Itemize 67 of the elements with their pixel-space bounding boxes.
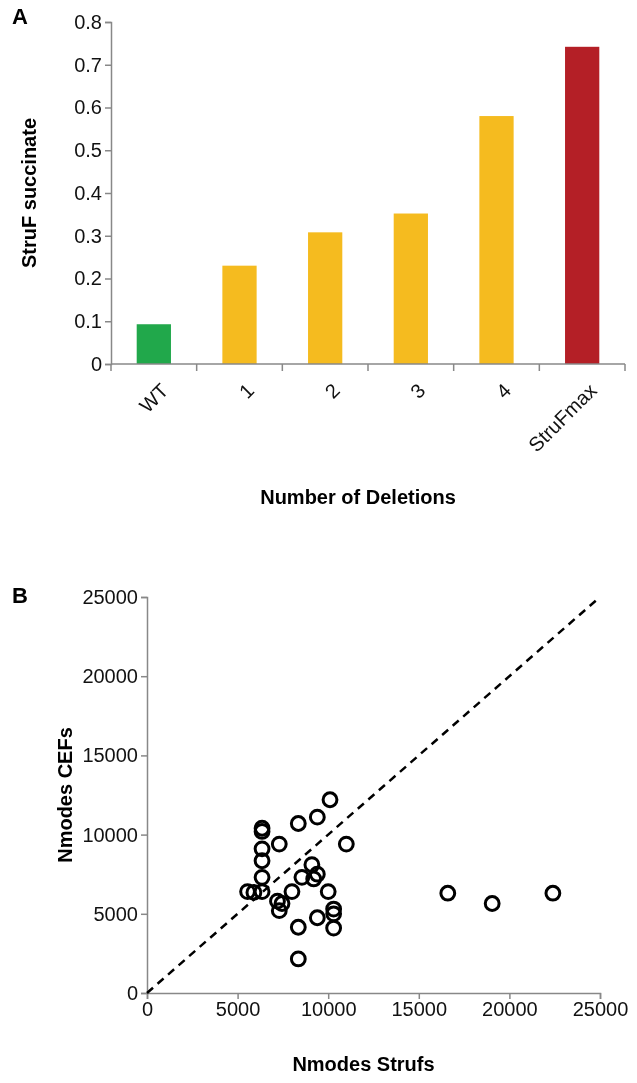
x-tick-label: WT [135, 379, 173, 417]
point [253, 868, 271, 886]
point [308, 865, 326, 883]
chart-title: B [12, 583, 28, 608]
x-tick-label: 2 [320, 379, 344, 403]
point [253, 852, 271, 870]
y-tick-label: 5000 [93, 902, 138, 925]
y-tick-label: 0.2 [74, 267, 102, 290]
point [253, 883, 271, 901]
point [289, 815, 307, 832]
x-tick-label: 5000 [215, 998, 261, 1021]
point [253, 840, 271, 858]
y-tick-label: 0.5 [74, 139, 102, 162]
point [239, 883, 256, 901]
x-tick-label: 0 [141, 998, 154, 1021]
bar [136, 324, 171, 364]
bar [565, 46, 600, 364]
point [439, 884, 457, 902]
bar [222, 265, 257, 364]
bar [479, 116, 514, 364]
y-tick-label: 10000 [82, 823, 138, 846]
point [483, 895, 501, 912]
point [308, 808, 326, 826]
y-tick-label: 0.3 [74, 224, 102, 247]
bar [393, 213, 428, 364]
point [253, 819, 271, 837]
point [305, 870, 323, 888]
point [325, 919, 343, 937]
point [270, 835, 288, 853]
y-tick-label: 25000 [82, 585, 138, 608]
x-axis-title: Nmodes Strufs [292, 1053, 435, 1075]
y-tick-label: 20000 [82, 665, 138, 688]
y-tick-label: 0 [126, 981, 138, 1004]
point [253, 823, 271, 840]
point [283, 883, 301, 901]
point [303, 856, 321, 874]
bar [308, 232, 343, 364]
y-tick-label: 15000 [82, 744, 138, 767]
point [321, 791, 339, 809]
point [273, 895, 291, 912]
y-tick-label: 0.8 [74, 10, 102, 33]
y-tick-label: 0 [90, 352, 102, 375]
point [270, 902, 288, 920]
point [319, 883, 337, 901]
point [293, 868, 311, 886]
x-tick-label: 1 [234, 379, 259, 403]
x-tick-label: 3 [406, 379, 430, 403]
point [544, 884, 562, 902]
x-tick-label: 4 [491, 379, 516, 403]
point [289, 950, 307, 968]
point [337, 835, 355, 853]
x-axis-title: Number of Deletions [260, 486, 456, 508]
y-axis-title: Nmodes CEFs [54, 727, 76, 863]
x-tick-label: 15000 [391, 998, 448, 1021]
x-tick-label: 25000 [572, 998, 629, 1021]
y-axis-title: StruF succinate [18, 117, 40, 269]
chart-title: A [12, 4, 28, 29]
y-tick-label: 0.1 [74, 310, 102, 333]
y-tick-label: 0.7 [74, 53, 102, 76]
x-tick-label: 20000 [482, 998, 538, 1021]
point [269, 892, 286, 910]
y-tick-label: 0.4 [74, 181, 102, 204]
point [289, 918, 307, 936]
x-tick-label: 10000 [300, 998, 357, 1021]
y-tick-label: 0.6 [74, 96, 102, 119]
point [308, 909, 326, 927]
point [245, 884, 263, 901]
